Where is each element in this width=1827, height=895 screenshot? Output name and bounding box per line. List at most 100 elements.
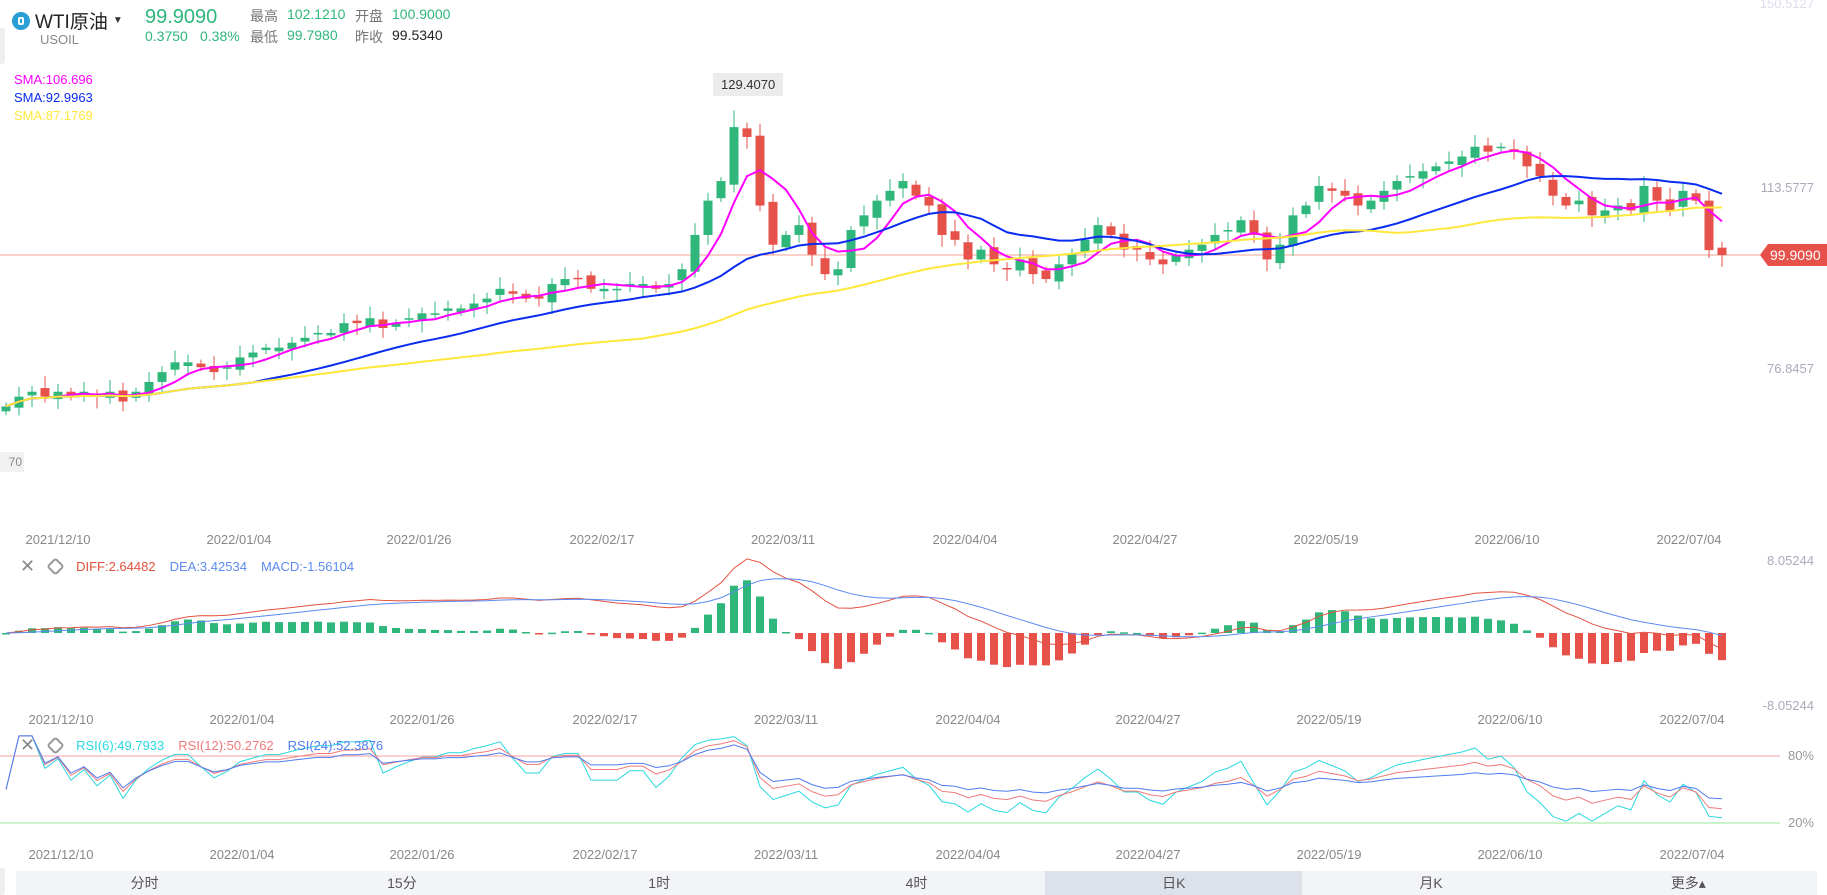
macd-bar: [1666, 633, 1674, 651]
macd-bar: [1016, 633, 1024, 665]
candle-body: [1418, 171, 1428, 179]
instrument-title: WTI原油: [35, 12, 108, 33]
tab-more[interactable]: 更多▴: [1670, 875, 1706, 891]
macd-settings-icon[interactable]: [46, 557, 65, 576]
candle-body: [1171, 254, 1181, 262]
rsi-6: RSI(6):49.7933: [76, 738, 165, 753]
tab-daily[interactable]: 日K: [1045, 871, 1303, 895]
date-label: 2022/07/04: [1659, 847, 1725, 862]
candle-body: [339, 323, 349, 333]
date-label: 2022/07/04: [1656, 532, 1722, 547]
macd-bar: [236, 623, 244, 633]
candle-body: [1665, 199, 1675, 211]
macd-bar: [1120, 632, 1128, 634]
macd-bar: [314, 621, 322, 633]
macd-bar: [938, 633, 946, 643]
macd-bar: [860, 633, 868, 654]
candle-body: [1249, 220, 1259, 235]
macd-bar: [223, 624, 231, 633]
sidebar-handle[interactable]: [0, 28, 5, 64]
candle-body: [937, 204, 947, 235]
candle-body: [170, 362, 180, 370]
macd-bar: [509, 629, 517, 633]
candle-body: [1561, 196, 1571, 206]
candle-body: [1106, 226, 1116, 235]
candle-body: [1652, 187, 1662, 201]
macd-bar: [379, 626, 387, 633]
macd-bar: [886, 633, 894, 637]
macd-bar: [1003, 633, 1011, 668]
candle-body: [1093, 225, 1103, 244]
candle-body: [1353, 193, 1363, 206]
candle-body: [456, 308, 466, 313]
period-tabs: 分时 15分 1时 4时 日K 月K 更多▴: [16, 871, 1817, 895]
macd-bar: [613, 633, 621, 639]
tab-15min[interactable]: 15分: [387, 875, 417, 891]
date-label: 2022/02/17: [572, 712, 638, 727]
macd-bar: [54, 627, 62, 633]
close-macd-icon[interactable]: ✕: [20, 556, 36, 576]
candle-body: [326, 332, 336, 336]
date-label: 2022/04/27: [1112, 532, 1178, 547]
candle-body: [1223, 230, 1233, 232]
instrument-logo-icon: [12, 11, 30, 30]
rsi-settings-icon[interactable]: [46, 736, 65, 755]
candle-body: [443, 308, 453, 311]
candle-body: [1548, 179, 1558, 196]
candle-body: [1587, 196, 1597, 216]
macd-bar: [548, 632, 556, 635]
candle-body: [1639, 185, 1649, 215]
candle-body: [1262, 232, 1272, 260]
rsi-24: RSI(24):52.3876: [287, 738, 384, 753]
macd-value: MACD:-1.56104: [260, 559, 355, 574]
macd-bar: [392, 627, 400, 633]
macd-bar: [1146, 633, 1154, 636]
high-value: 102.1210: [287, 6, 346, 22]
tab-1h[interactable]: 1时: [648, 875, 671, 891]
tab-timeshare[interactable]: 分时: [130, 875, 159, 891]
macd-bar: [1081, 633, 1089, 645]
macd-bar: [717, 603, 725, 633]
caret-down-icon: ▼: [112, 15, 123, 26]
macd-bar: [587, 633, 595, 635]
macd-bar: [1575, 633, 1583, 659]
candle-body: [508, 291, 518, 294]
sma-legend-1: SMA:106.696: [14, 72, 93, 87]
date-label: 2021/12/10: [28, 847, 94, 862]
candle-body: [1054, 264, 1064, 282]
macd-bar: [782, 632, 790, 634]
candle-body: [1626, 203, 1636, 211]
tab-4h[interactable]: 4时: [905, 875, 928, 891]
macd-bar: [1055, 633, 1063, 661]
chart-canvas[interactable]: [0, 0, 1827, 870]
axis-price-top: 150.5127: [1759, 0, 1814, 11]
candle-body: [534, 296, 544, 299]
macd-bar: [1497, 620, 1505, 633]
candle-body: [1067, 254, 1077, 265]
high-label: 最高: [250, 8, 278, 24]
close-rsi-icon[interactable]: ✕: [20, 735, 36, 755]
candle-body: [222, 367, 232, 369]
sma-line-50: [5, 206, 1723, 408]
candle-body: [924, 196, 934, 206]
date-label: 2022/01/26: [389, 712, 455, 727]
candle-body: [287, 342, 297, 349]
macd-bar: [951, 633, 959, 650]
candle-body: [833, 269, 843, 276]
candle-body: [157, 372, 167, 382]
candle-body: [1, 406, 11, 412]
macd-bar: [1471, 616, 1479, 633]
candle-body: [1145, 252, 1155, 260]
date-label: 2022/03/11: [753, 847, 819, 862]
tab-monthly[interactable]: 月K: [1419, 875, 1443, 891]
date-label: 2021/12/10: [28, 712, 94, 727]
sidebar-handle-bottom[interactable]: [0, 868, 5, 895]
candle-body: [690, 234, 700, 272]
low-label: 最低: [250, 29, 278, 45]
macd-bar: [262, 621, 270, 633]
date-label: 2022/01/04: [209, 847, 275, 862]
date-label: 2022/06/10: [1477, 847, 1543, 862]
macd-bar: [366, 622, 374, 633]
instrument-selector[interactable]: WTI原油 ▼: [12, 7, 123, 34]
rsi-line-24: [5, 735, 1723, 800]
